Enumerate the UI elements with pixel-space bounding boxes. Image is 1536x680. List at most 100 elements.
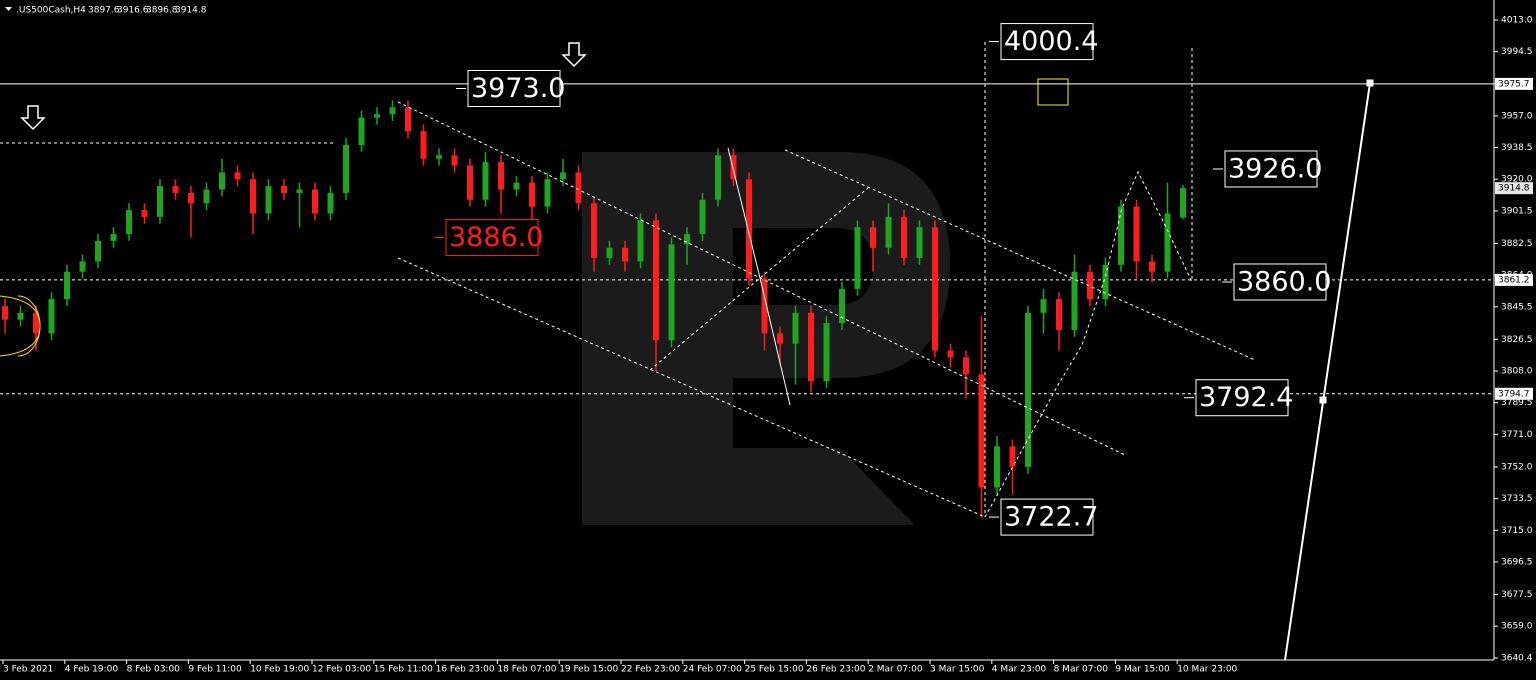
y-tick-label: 3920.0 [1501, 175, 1533, 185]
candles [2, 100, 1186, 518]
candle-body [1071, 271, 1078, 330]
annotation-box [467, 69, 561, 107]
candle-body [374, 114, 380, 118]
down-arrow [20, 105, 46, 131]
price-tag [1495, 77, 1533, 90]
menu-triangle [5, 7, 12, 11]
annotation-label: 3792.4 [1199, 382, 1293, 413]
anchor [1319, 396, 1327, 404]
candle-body [839, 288, 845, 324]
candle-body [358, 117, 365, 145]
y-tick-label: 3677.5 [1501, 590, 1533, 600]
price-tag-label: 3861.2 [1498, 275, 1530, 285]
candle-body [126, 210, 132, 235]
x-tick-label: 26 Feb 23:00 [806, 665, 865, 675]
candle-body [343, 144, 349, 193]
candle-body [978, 374, 985, 488]
x-tick-label: 8 Feb 03:00 [127, 665, 181, 675]
candle-body [1009, 446, 1016, 467]
y-tick-label: 4013.0 [1501, 16, 1533, 26]
x-tick-label: 8 Mar 07:00 [1054, 665, 1109, 675]
forecast-line [984, 170, 1193, 518]
candle-body [1180, 188, 1186, 218]
annotation-label: 3926.0 [1228, 153, 1322, 184]
y-tick-label: 3789.5 [1501, 398, 1533, 408]
y-tick-label: 3882.5 [1501, 239, 1533, 249]
candle-body [854, 227, 861, 289]
x-tick-label: 19 Feb 15:00 [559, 665, 618, 675]
candle-body [172, 186, 179, 193]
channel-line [397, 257, 986, 518]
anchor [1366, 79, 1374, 87]
candle-body [436, 155, 442, 159]
candle-body [932, 227, 938, 351]
candle-body [901, 216, 907, 259]
candle-body [312, 189, 318, 214]
candle-body [699, 199, 706, 235]
down-arrow [561, 42, 587, 68]
x-tick-label: 22 Feb 23:00 [621, 665, 680, 675]
price-tag-label: 3975.7 [1498, 79, 1530, 89]
current-price-label: 3914.8 [1498, 184, 1530, 194]
candle-body [110, 234, 117, 241]
candle-body [17, 312, 24, 320]
candle-body [265, 186, 272, 214]
candle-body [777, 333, 783, 344]
candle-body [761, 278, 768, 334]
x-tick-label: 15 Feb 11:00 [374, 665, 433, 675]
annotation-box [1000, 498, 1094, 536]
candle-body [420, 131, 427, 159]
candle-body [389, 107, 396, 115]
candle-body [79, 261, 86, 272]
candle-body [668, 244, 675, 341]
x-tick-label: 10 Feb 19:00 [250, 665, 309, 675]
x-tick-label: 4 Mar 23:00 [992, 665, 1047, 675]
y-tick-label: 3715.0 [1501, 526, 1533, 536]
annotation-box [1000, 23, 1094, 61]
candle-body [234, 172, 241, 180]
candle-body [715, 155, 721, 200]
highlight-circle [0, 295, 41, 357]
candle-body [281, 186, 287, 193]
annotations: 4000.4 3973.0 3886.0 3926.0 3860.0 3792.4 3722… [434, 23, 1331, 536]
header-close: 3914.8 [175, 6, 207, 16]
y-tick-label: 3938.5 [1501, 143, 1533, 153]
y-tick-label: 3826.5 [1501, 335, 1533, 345]
channel-line [397, 101, 1126, 456]
annotation-label: 3860.0 [1237, 266, 1331, 297]
annotation-label: 3886.0 [449, 222, 543, 253]
candle-body [916, 227, 923, 259]
candle-body [963, 357, 969, 375]
analysis-drawings [0, 42, 1374, 661]
y-tick-label: 3845.5 [1501, 302, 1533, 312]
candle-body [451, 155, 458, 166]
candle-body [1118, 206, 1124, 265]
x-tick-label: 3 Mar 15:00 [930, 665, 985, 675]
x-tick-label: 4 Feb 19:00 [65, 665, 119, 675]
candle-body [870, 227, 876, 248]
candle-body [482, 162, 489, 200]
candle-body [1164, 213, 1171, 272]
x-tick-label: 12 Feb 03:00 [312, 665, 371, 675]
y-tick-label: 3733.5 [1501, 494, 1533, 504]
candle-body [885, 216, 892, 248]
candle-body [560, 172, 566, 180]
candle-body [994, 446, 1000, 488]
candle-body [1102, 264, 1109, 300]
x-tick-label: 2 Mar 07:00 [868, 665, 923, 675]
candle-body [684, 234, 690, 245]
symbol: .US500Cash,H4 [16, 6, 86, 16]
candle-body [405, 107, 411, 132]
x-tick-label: 10 Mar 23:00 [1177, 665, 1237, 675]
candle-body [141, 210, 148, 217]
current-price-tag [1495, 182, 1533, 195]
candle-body [544, 179, 551, 207]
candle-body [513, 182, 520, 190]
y-tick-label: 3957.0 [1501, 111, 1533, 121]
candle-body [746, 179, 752, 279]
candle-body [33, 312, 39, 334]
candle-body [296, 189, 303, 193]
candle-body [498, 162, 504, 190]
candle-body [575, 172, 582, 204]
x-tick-label: 16 Feb 23:00 [436, 665, 495, 675]
